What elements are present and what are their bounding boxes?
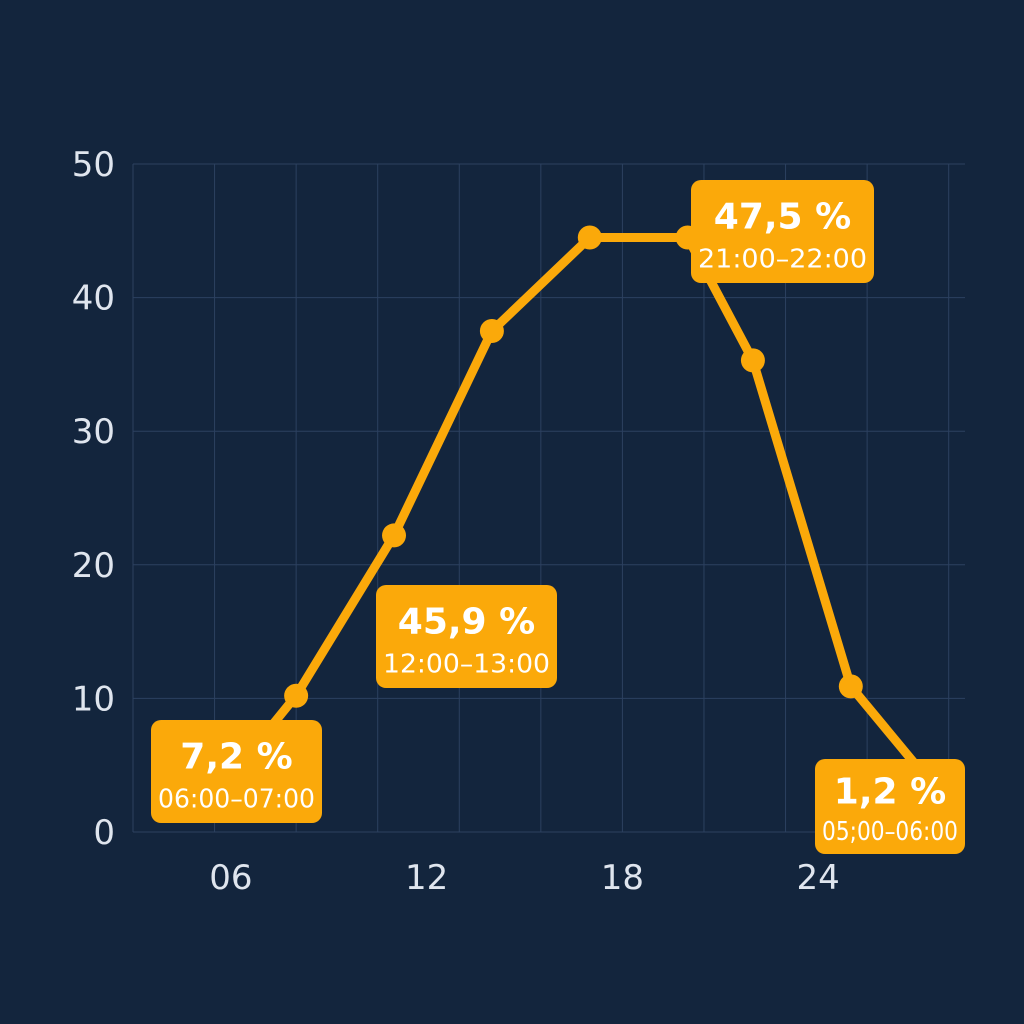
x-tick-label: 18 — [601, 858, 644, 898]
data-point — [740, 348, 765, 373]
data-point — [577, 225, 602, 250]
data-point — [382, 523, 407, 548]
axes: 0 10 20 30 40 50 06 12 18 24 — [72, 145, 840, 898]
callout-box — [815, 759, 965, 854]
callout-time: 12:00–13:00 — [383, 650, 550, 680]
callout-box — [151, 720, 322, 823]
grid — [132, 163, 965, 833]
x-tick-label: 06 — [209, 858, 252, 898]
callout-value: 7,2 % — [180, 736, 292, 777]
data-point — [838, 674, 863, 699]
callouts: 7,2 % 06:00–07:00 45,9 % 12:00–13:00 47,5 % 2… — [151, 180, 965, 854]
x-tick-label: 24 — [797, 858, 840, 898]
series — [259, 225, 921, 770]
y-tick-label: 0 — [93, 813, 115, 853]
x-tick-label: 12 — [405, 858, 448, 898]
data-point — [479, 319, 504, 343]
callout: 47,5 % 21:00–22:00 — [691, 180, 874, 283]
callout: 45,9 % 12:00–13:00 — [376, 585, 557, 688]
callout-time: 05;00–06:00 — [822, 817, 958, 847]
callout-box — [376, 585, 557, 688]
callout-value: 47,5 % — [714, 196, 851, 237]
callout-box — [691, 180, 874, 283]
callout: 1,2 % 05;00–06:00 — [815, 759, 965, 854]
data-point — [284, 683, 309, 708]
y-tick-label: 30 — [72, 412, 115, 452]
callout-time: 21:00–22:00 — [698, 245, 867, 275]
callout-time: 06:00–07:00 — [158, 785, 315, 815]
y-tick-label: 50 — [72, 145, 115, 185]
y-tick-label: 40 — [72, 279, 115, 319]
y-tick-label: 10 — [72, 679, 115, 719]
callout: 7,2 % 06:00–07:00 — [151, 720, 322, 823]
y-tick-label: 20 — [72, 546, 115, 586]
callout-value: 45,9 % — [398, 601, 535, 642]
callout-value: 1,2 % — [834, 772, 946, 813]
